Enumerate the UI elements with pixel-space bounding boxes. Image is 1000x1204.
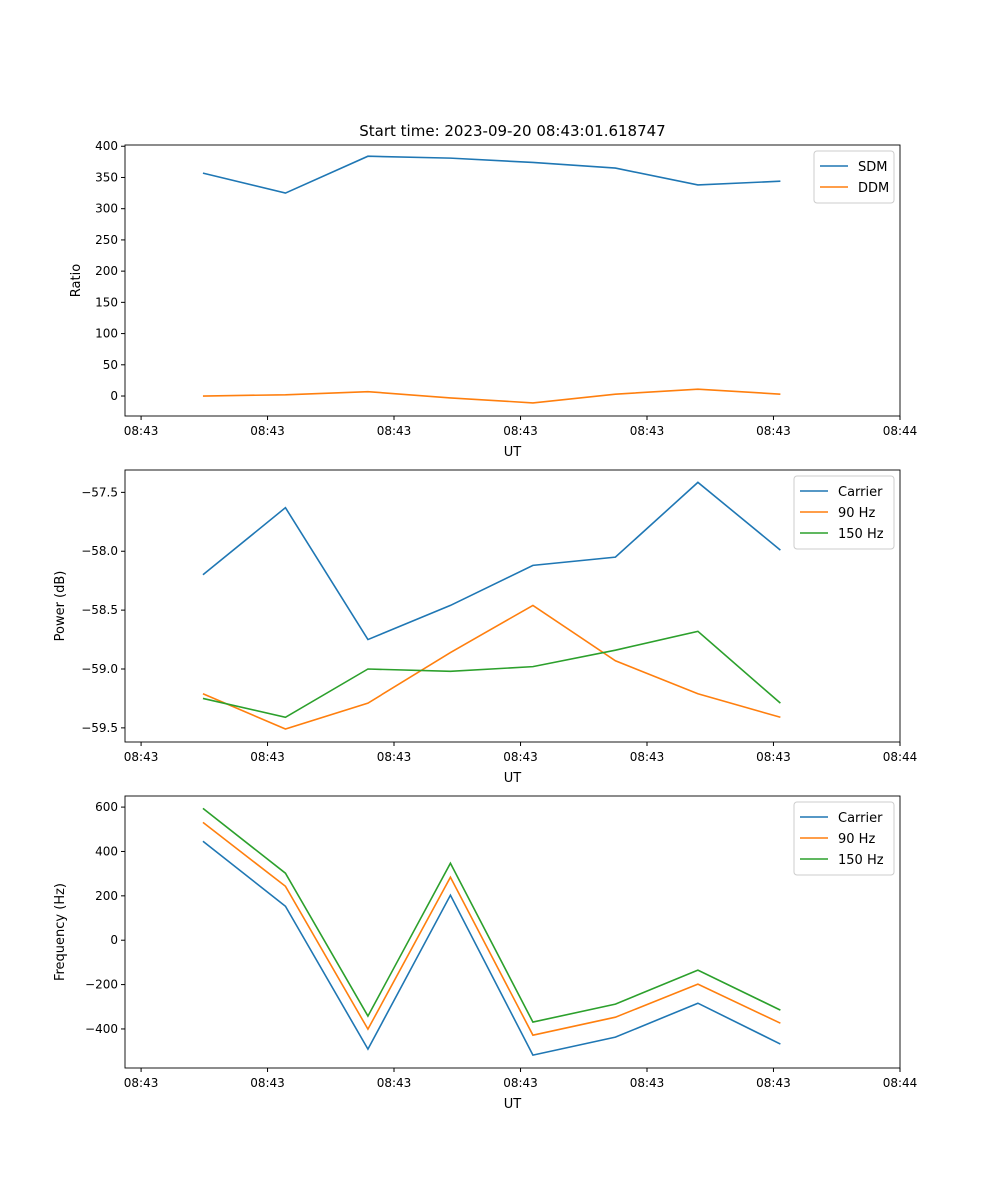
y-axis-label: Frequency (Hz) [53, 883, 68, 981]
legend-label: 90 Hz [838, 506, 875, 521]
x-tick-label: 08:43 [756, 750, 791, 764]
series-line-90-hz [202, 821, 781, 1037]
x-tick-label: 08:43 [124, 424, 159, 438]
y-tick-label: 0 [110, 389, 118, 403]
x-axis-label: UT [504, 445, 522, 460]
legend: SDM DDM [813, 150, 895, 204]
legend-box [793, 475, 895, 550]
legend-label: 90 Hz [838, 832, 875, 847]
y-tick-label: −400 [85, 1022, 118, 1036]
x-tick-label: 08:43 [377, 750, 412, 764]
y-tick-label: −59.5 [81, 721, 118, 735]
y-tick-label: 200 [95, 264, 118, 278]
x-tick-label: 08:43 [250, 750, 285, 764]
x-tick-label: 08:43 [377, 1076, 412, 1090]
x-tick-label: 08:43 [630, 1076, 665, 1090]
x-tick-label: 08:43 [756, 424, 791, 438]
y-tick-label: 600 [95, 800, 118, 814]
legend-label: Carrier [838, 811, 883, 826]
x-tick-label: 08:44 [883, 750, 918, 764]
axes-frame [124, 795, 901, 1069]
x-axis-label: UT [504, 1097, 522, 1112]
legend-box [813, 150, 895, 204]
x-tick-label: 08:43 [630, 424, 665, 438]
series-line-sdm [202, 155, 781, 194]
chart-title: Start time: 2023-09-20 08:43:01.618747 [359, 122, 665, 140]
series-line-150-hz [202, 630, 781, 719]
y-tick-label: −57.5 [81, 485, 118, 499]
y-tick-label: −58.0 [81, 544, 118, 558]
x-tick-label: 08:43 [377, 424, 412, 438]
x-tick-label: 08:43 [503, 1076, 538, 1090]
legend-label: Carrier [838, 485, 883, 500]
x-tick-label: 08:44 [883, 424, 918, 438]
legend: Carrier 90 Hz 150 Hz [793, 475, 895, 550]
axes-frame [124, 144, 901, 417]
x-tick-label: 08:43 [124, 1076, 159, 1090]
y-tick-label: 100 [95, 327, 118, 341]
y-axis-label: Power (dB) [53, 571, 68, 642]
x-tick-label: 08:43 [630, 750, 665, 764]
series-line-150-hz [202, 807, 781, 1023]
series-line-carrier [202, 481, 781, 641]
series-line-ddm [202, 388, 781, 404]
legend-label: 150 Hz [838, 527, 884, 542]
x-tick-label: 08:44 [883, 1076, 918, 1090]
legend: Carrier 90 Hz 150 Hz [793, 801, 895, 876]
legend-box [793, 801, 895, 876]
y-tick-label: 250 [95, 233, 118, 247]
subplot-2: 08:43 08:43 08:43 08:43 08:43 08:43 08:44 −59.5… [53, 469, 918, 786]
x-tick-label: 08:43 [756, 1076, 791, 1090]
y-tick-label: 150 [95, 295, 118, 309]
x-tick-label: 08:43 [250, 1076, 285, 1090]
subplot-1: Start time: 2023-09-20 08:43:01.618747 08… [69, 122, 917, 460]
legend-label: 150 Hz [838, 853, 884, 868]
y-tick-label: 50 [103, 358, 118, 372]
legend-label: DDM [858, 181, 889, 196]
y-tick-label: 400 [95, 139, 118, 153]
y-tick-label: 0 [110, 933, 118, 947]
subplot-3: 08:43 08:43 08:43 08:43 08:43 08:43 08:44 −400 −… [53, 795, 918, 1112]
y-tick-label: 400 [95, 844, 118, 858]
x-tick-label: 08:43 [250, 424, 285, 438]
y-tick-label: −58.5 [81, 603, 118, 617]
x-tick-label: 08:43 [503, 424, 538, 438]
legend-label: SDM [858, 160, 887, 175]
series-line-carrier [202, 840, 781, 1057]
y-tick-label: −59.0 [81, 662, 118, 676]
y-tick-label: 350 [95, 170, 118, 184]
x-axis-label: UT [504, 771, 522, 786]
y-tick-label: 300 [95, 202, 118, 216]
y-axis-label: Ratio [69, 264, 84, 297]
y-tick-label: −200 [85, 978, 118, 992]
y-tick-label: 200 [95, 889, 118, 903]
x-tick-label: 08:43 [503, 750, 538, 764]
series-line-90-hz [202, 604, 781, 730]
axes-frame [124, 469, 901, 743]
x-tick-label: 08:43 [124, 750, 159, 764]
